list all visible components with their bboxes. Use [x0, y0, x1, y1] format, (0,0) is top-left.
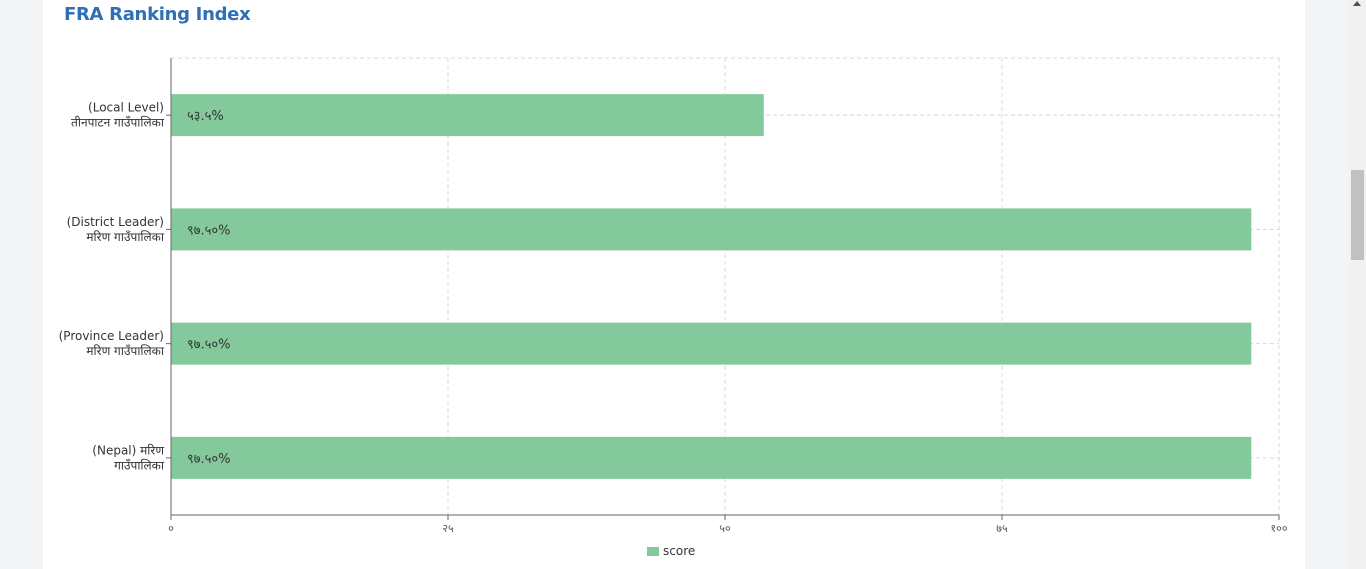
y-tick-label: (Local Level) [88, 101, 164, 115]
y-tick-label: मरिण गाउँपालिका [86, 344, 165, 358]
bar [171, 208, 1252, 251]
chart-title: FRA Ranking Index [64, 4, 251, 25]
legend-label: score [663, 544, 696, 558]
bar-chart: ५३.५% (Local Level)तीनपाटन गाउँपालिका ९७.५… [59, 57, 1288, 535]
scrollbar-track[interactable] [1349, 0, 1366, 569]
scroll-up-arrow-icon[interactable] [1353, 1, 1361, 6]
chart-card: FRA Ranking Index ५३.५% (Local Level) तीनप… [43, 0, 1305, 569]
y-tick-label: गाउँपालिका [114, 458, 165, 472]
x-tick-label: ० [168, 522, 174, 535]
bar [171, 94, 764, 137]
bar [171, 322, 1252, 365]
y-tick-label: (Province Leader) [59, 329, 164, 343]
bar-data-label: ९७.५०% [187, 223, 231, 238]
y-tick-label: मरिण गाउँपालिका [86, 230, 165, 244]
y-tick-label: तीनपाटन गाउँपालिका [71, 116, 165, 130]
scrollbar-thumb[interactable] [1351, 170, 1364, 260]
x-tick-label: ५० [719, 522, 731, 535]
legend-swatch [647, 546, 659, 556]
bar-data-label: ९७.५०% [187, 452, 231, 467]
x-tick-label: १०० [1270, 522, 1287, 535]
x-tick-label: २५ [442, 522, 454, 535]
y-tick-label: (District Leader) [67, 215, 164, 229]
chart-legend[interactable]: score [647, 544, 695, 558]
x-tick-label: ७५ [996, 522, 1008, 535]
y-tick-label: (Nepal) मरिण [92, 443, 164, 457]
bar [171, 436, 1252, 479]
bar-data-label: ९७.५०% [187, 338, 231, 353]
bar-data-label: ५३.५% [187, 109, 224, 124]
